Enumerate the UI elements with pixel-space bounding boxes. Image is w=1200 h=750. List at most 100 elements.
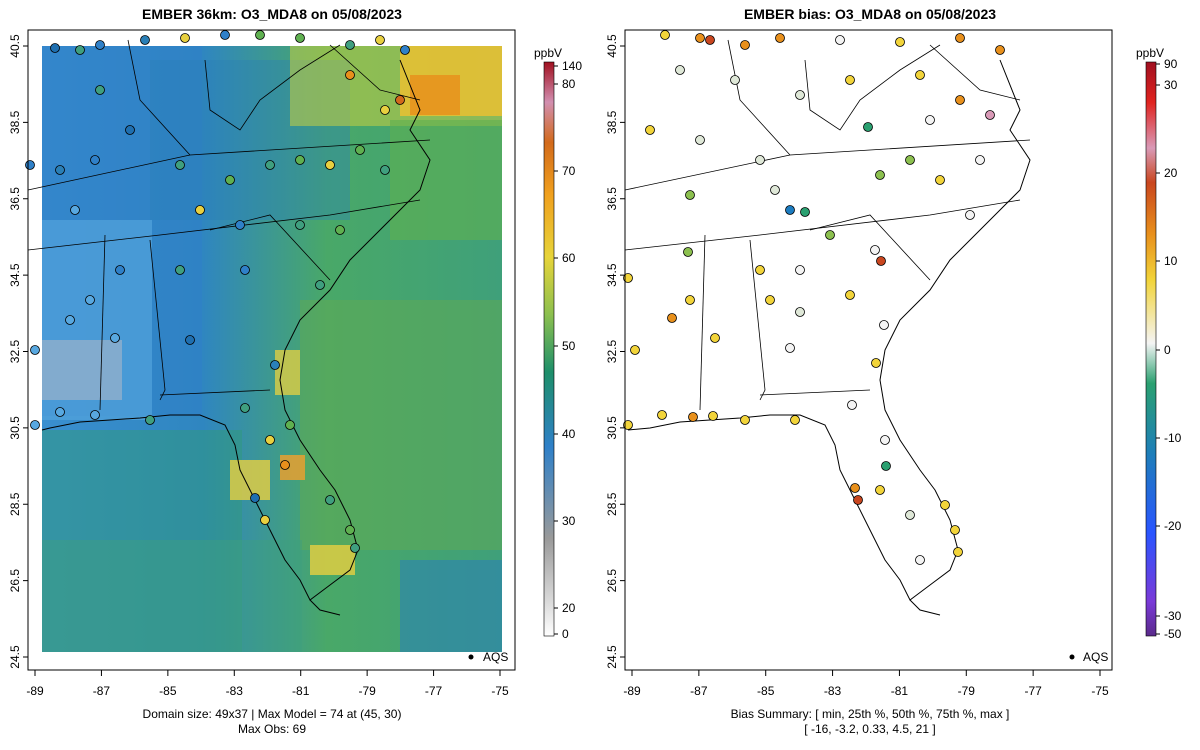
aqs-site-marker[interactable] [875,485,885,495]
aqs-site-marker[interactable] [683,247,693,257]
aqs-site-marker[interactable] [950,525,960,535]
aqs-site-marker[interactable] [295,155,305,165]
aqs-site-marker[interactable] [315,280,325,290]
aqs-site-marker[interactable] [175,160,185,170]
aqs-site-marker[interactable] [847,400,857,410]
aqs-site-marker[interactable] [623,420,633,430]
aqs-site-marker[interactable] [350,543,360,553]
aqs-site-marker[interactable] [765,295,775,305]
aqs-site-marker[interactable] [325,160,335,170]
aqs-site-marker[interactable] [285,420,295,430]
aqs-site-marker[interactable] [705,35,715,45]
aqs-site-marker[interactable] [95,40,105,50]
aqs-site-marker[interactable] [755,155,765,165]
aqs-site-marker[interactable] [881,461,891,471]
aqs-site-marker[interactable] [140,35,150,45]
aqs-site-marker[interactable] [260,515,270,525]
aqs-site-marker[interactable] [825,230,835,240]
aqs-site-marker[interactable] [795,90,805,100]
aqs-site-marker[interactable] [880,435,890,445]
aqs-site-marker[interactable] [345,70,355,80]
aqs-site-marker[interactable] [395,95,405,105]
aqs-site-marker[interactable] [845,75,855,85]
aqs-site-marker[interactable] [940,500,950,510]
aqs-site-marker[interactable] [645,125,655,135]
aqs-site-marker[interactable] [685,295,695,305]
aqs-site-marker[interactable] [850,483,860,493]
aqs-site-marker[interactable] [270,360,280,370]
aqs-site-marker[interactable] [30,345,40,355]
aqs-site-marker[interactable] [280,460,290,470]
aqs-site-marker[interactable] [688,412,698,422]
aqs-site-marker[interactable] [695,33,705,43]
aqs-site-marker[interactable] [740,415,750,425]
aqs-site-marker[interactable] [935,175,945,185]
aqs-site-marker[interactable] [660,30,670,40]
aqs-site-marker[interactable] [835,35,845,45]
aqs-site-marker[interactable] [795,307,805,317]
aqs-site-marker[interactable] [110,333,120,343]
aqs-site-marker[interactable] [375,35,385,45]
aqs-site-marker[interactable] [770,185,780,195]
aqs-site-marker[interactable] [975,155,985,165]
aqs-site-marker[interactable] [915,70,925,80]
aqs-site-marker[interactable] [875,170,885,180]
aqs-site-marker[interactable] [265,435,275,445]
aqs-site-marker[interactable] [905,155,915,165]
aqs-site-marker[interactable] [623,273,633,283]
aqs-site-marker[interactable] [895,37,905,47]
aqs-site-marker[interactable] [657,410,667,420]
aqs-site-marker[interactable] [240,403,250,413]
aqs-site-marker[interactable] [295,220,305,230]
aqs-site-marker[interactable] [175,265,185,275]
aqs-site-marker[interactable] [400,45,410,55]
aqs-site-marker[interactable] [195,205,205,215]
aqs-site-marker[interactable] [915,555,925,565]
aqs-site-marker[interactable] [185,335,195,345]
aqs-site-marker[interactable] [295,33,305,43]
aqs-site-marker[interactable] [870,245,880,255]
aqs-site-marker[interactable] [795,265,805,275]
aqs-site-marker[interactable] [95,85,105,95]
aqs-site-marker[interactable] [90,155,100,165]
aqs-site-marker[interactable] [85,295,95,305]
aqs-site-marker[interactable] [235,220,245,230]
aqs-site-marker[interactable] [55,407,65,417]
aqs-site-marker[interactable] [115,265,125,275]
aqs-site-marker[interactable] [708,411,718,421]
aqs-site-marker[interactable] [250,493,260,503]
aqs-site-marker[interactable] [730,75,740,85]
aqs-site-marker[interactable] [265,160,275,170]
aqs-site-marker[interactable] [876,256,886,266]
aqs-site-marker[interactable] [853,495,863,505]
aqs-site-marker[interactable] [90,410,100,420]
aqs-site-marker[interactable] [220,30,230,40]
aqs-site-marker[interactable] [335,225,345,235]
aqs-site-marker[interactable] [953,547,963,557]
aqs-site-marker[interactable] [25,160,35,170]
aqs-site-marker[interactable] [695,135,705,145]
aqs-site-marker[interactable] [125,125,135,135]
aqs-site-marker[interactable] [955,95,965,105]
aqs-site-marker[interactable] [380,165,390,175]
aqs-site-marker[interactable] [905,510,915,520]
aqs-site-marker[interactable] [630,345,640,355]
aqs-site-marker[interactable] [75,45,85,55]
aqs-site-marker[interactable] [785,343,795,353]
aqs-site-marker[interactable] [325,495,335,505]
aqs-site-marker[interactable] [785,205,795,215]
aqs-site-marker[interactable] [180,33,190,43]
aqs-site-marker[interactable] [65,315,75,325]
aqs-site-marker[interactable] [871,358,881,368]
aqs-site-marker[interactable] [685,190,695,200]
aqs-site-marker[interactable] [675,65,685,75]
aqs-site-marker[interactable] [995,45,1005,55]
aqs-site-marker[interactable] [955,33,965,43]
aqs-site-marker[interactable] [710,333,720,343]
aqs-site-marker[interactable] [775,33,785,43]
aqs-site-marker[interactable] [345,40,355,50]
aqs-site-marker[interactable] [30,420,40,430]
aqs-site-marker[interactable] [50,43,60,53]
aqs-site-marker[interactable] [740,40,750,50]
aqs-site-marker[interactable] [985,110,995,120]
